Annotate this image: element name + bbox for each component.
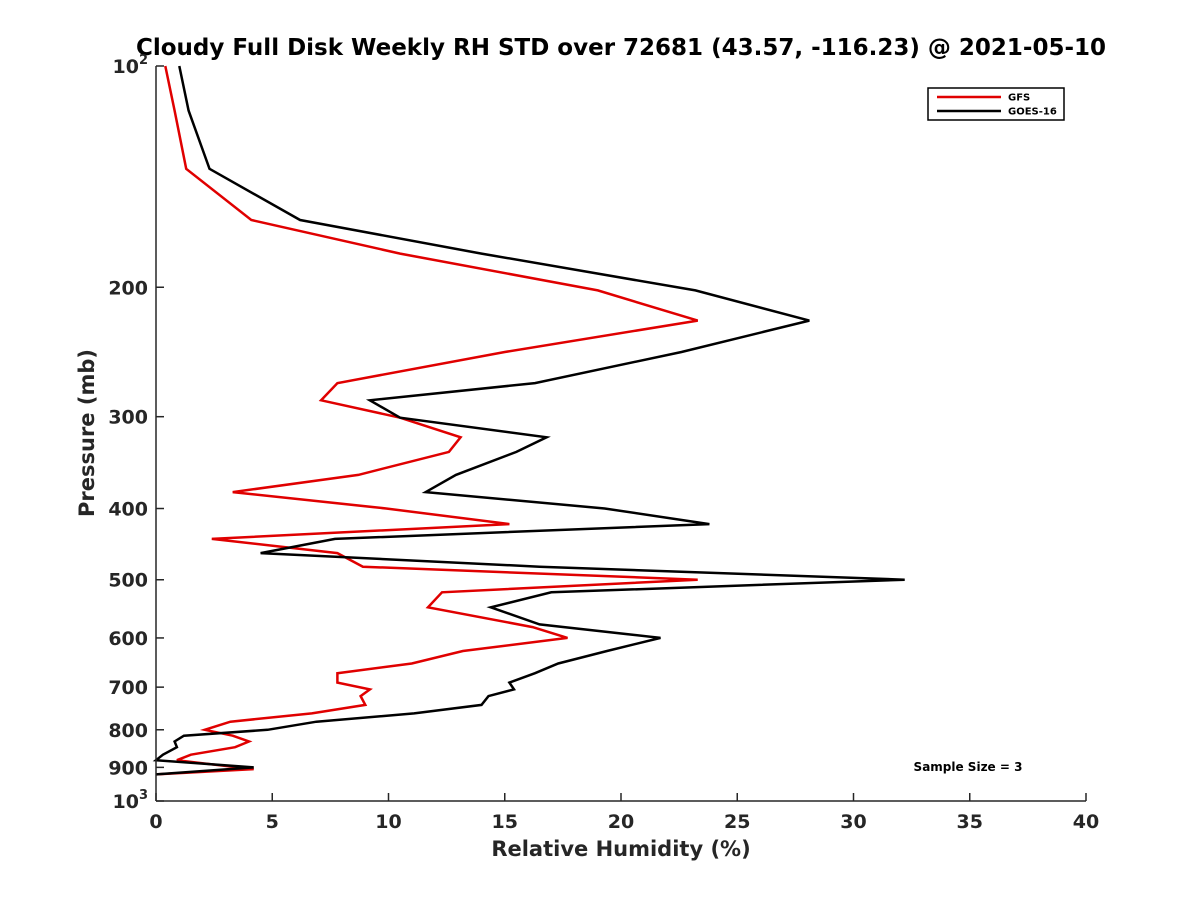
series-line-gfs bbox=[155, 65, 699, 776]
y-tick-label: 900 bbox=[108, 757, 148, 779]
x-tick-label: 40 bbox=[1073, 811, 1099, 833]
legend-label: GFS bbox=[1008, 93, 1030, 104]
chart-title: Cloudy Full Disk Weekly RH STD over 7268… bbox=[136, 35, 1106, 61]
x-tick-label: 10 bbox=[375, 811, 401, 833]
y-tick-label: 200 bbox=[108, 277, 148, 299]
series-layer bbox=[152, 65, 905, 776]
series-line-goes-16 bbox=[152, 65, 905, 776]
y-axis-label: Pressure (mb) bbox=[75, 349, 99, 517]
legend-box bbox=[927, 87, 1065, 121]
x-tick-label: 20 bbox=[608, 811, 634, 833]
y-tick-label: 103 bbox=[113, 788, 149, 813]
y-tick-label: 700 bbox=[108, 677, 148, 699]
y-tick-label: 400 bbox=[108, 499, 148, 521]
y-tick-label: 500 bbox=[108, 570, 148, 592]
y-tick-label: 102 bbox=[113, 53, 149, 78]
x-tick-label: 25 bbox=[724, 811, 750, 833]
y-tick-base: 10 bbox=[113, 791, 139, 813]
plot-area bbox=[152, 65, 1086, 802]
y-tick-label: 800 bbox=[108, 720, 148, 742]
x-tick-label: 15 bbox=[492, 811, 518, 833]
y-tick-label: 300 bbox=[108, 407, 148, 429]
x-tick-label: 30 bbox=[840, 811, 866, 833]
y-tick-base: 10 bbox=[113, 56, 139, 78]
x-tick-label: 35 bbox=[957, 811, 983, 833]
x-tick-label: 0 bbox=[149, 811, 162, 833]
x-axis-label: Relative Humidity (%) bbox=[491, 837, 750, 861]
legend: GFS GOES-16 bbox=[927, 87, 1065, 121]
y-tick-exponent: 3 bbox=[139, 788, 148, 803]
plot-background bbox=[156, 66, 1086, 801]
x-axis-ticks: 0 5 10 15 20 25 30 35 40 bbox=[149, 793, 1099, 833]
x-tick-label: 5 bbox=[266, 811, 279, 833]
sample-size-annotation: Sample Size = 3 bbox=[914, 760, 1023, 774]
y-tick-label: 600 bbox=[108, 628, 148, 650]
legend-label: GOES-16 bbox=[1008, 107, 1057, 118]
y-tick-exponent: 2 bbox=[139, 53, 148, 68]
